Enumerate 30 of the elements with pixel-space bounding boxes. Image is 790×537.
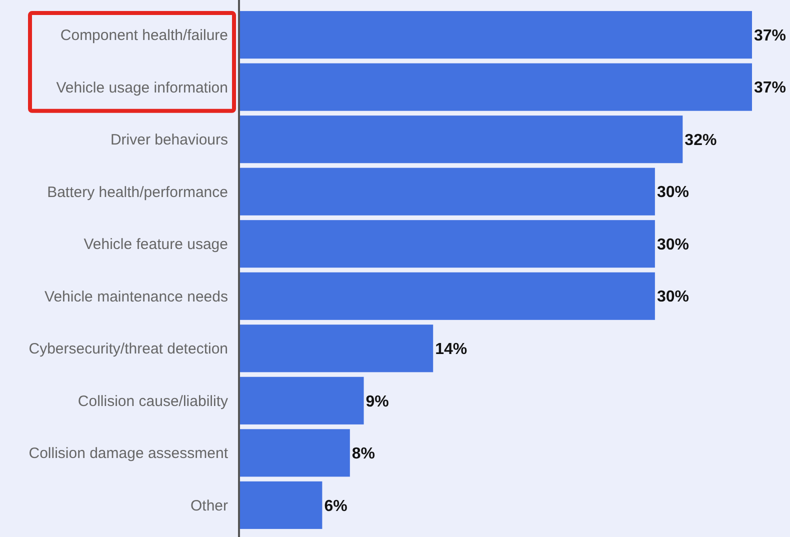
bar <box>239 272 655 320</box>
y-tick-label: Cybersecurity/threat detection <box>28 340 228 358</box>
data-label: 14% <box>435 340 468 358</box>
data-label: 30% <box>656 288 689 306</box>
data-label: 37% <box>754 27 786 44</box>
y-tick-label: Battery health/performance <box>47 184 228 201</box>
bar <box>239 376 364 424</box>
bar <box>239 220 655 268</box>
bar <box>239 11 752 59</box>
y-tick-label: Collision cause/liability <box>78 392 228 410</box>
bar <box>239 481 322 529</box>
data-label: 30% <box>656 236 689 254</box>
y-tick-label: Component health/failure <box>60 27 228 44</box>
bar <box>239 116 683 164</box>
data-label: 9% <box>366 393 389 410</box>
data-label: 6% <box>324 498 348 515</box>
y-tick-label: Other <box>190 497 228 514</box>
bar <box>239 63 752 111</box>
y-tick-label: Vehicle feature usage <box>84 236 228 254</box>
y-tick-label: Collision damage assessment <box>28 445 229 462</box>
data-label: 37% <box>754 80 786 97</box>
data-label: 30% <box>656 184 689 202</box>
bar <box>239 324 434 372</box>
bar <box>239 168 655 216</box>
y-tick-label: Driver behaviours <box>110 132 228 149</box>
data-label: 32% <box>684 132 717 149</box>
y-tick-label: Vehicle maintenance needs <box>44 288 228 306</box>
y-tick-label: Vehicle usage information <box>56 79 228 96</box>
data-label: 8% <box>352 446 376 463</box>
bar <box>239 429 350 477</box>
